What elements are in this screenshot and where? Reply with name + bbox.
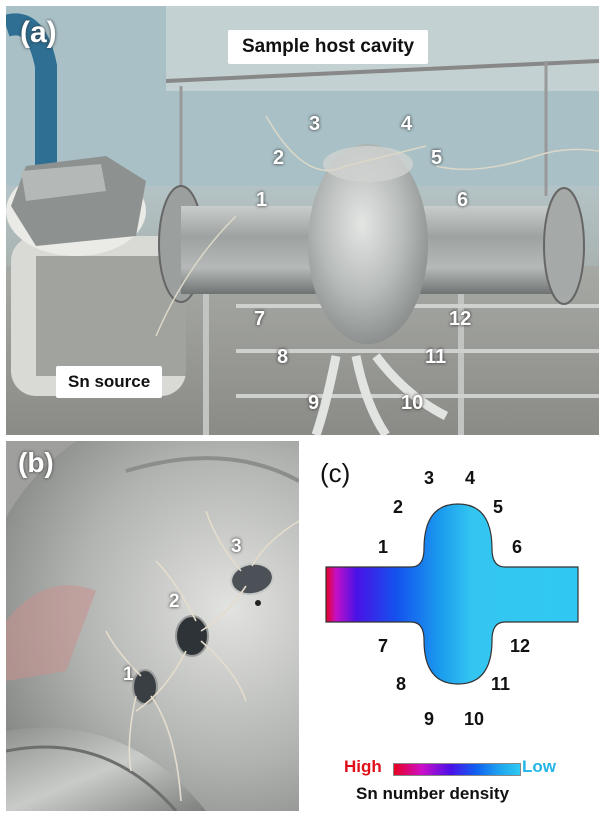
- sample-number-2: 2: [393, 497, 404, 517]
- sample-number-3: 3: [309, 113, 321, 135]
- cavity-title-label: Sample host cavity: [228, 30, 429, 64]
- cavity-setup-photo: [6, 6, 599, 435]
- sample-number-3: 3: [231, 536, 242, 557]
- sample-number-8: 8: [277, 346, 289, 368]
- sample-number-2: 2: [169, 591, 180, 612]
- sample-number-5: 5: [493, 497, 504, 517]
- sample-number-12: 12: [449, 308, 472, 330]
- sample-number-6: 6: [457, 189, 469, 211]
- panel-a-photo: (a) Sample host cavity Sn source 1 2 3 4…: [6, 6, 599, 435]
- panel-a-label: (a): [20, 16, 57, 49]
- sample-number-3: 3: [424, 468, 435, 488]
- sample-number-8: 8: [396, 674, 407, 694]
- sample-number-1: 1: [378, 537, 389, 557]
- sample-number-1: 1: [123, 664, 134, 685]
- sample-number-7: 7: [254, 308, 266, 330]
- panel-b-label: (b): [18, 447, 54, 478]
- sample-number-5: 5: [431, 147, 443, 169]
- sample-number-9: 9: [308, 392, 320, 414]
- density-colorbar: [393, 763, 521, 776]
- sample-number-10: 10: [401, 392, 424, 414]
- sample-number-1: 1: [256, 189, 268, 211]
- legend-low-label: Low: [522, 757, 556, 776]
- sample-number-10: 10: [464, 709, 485, 729]
- sample-number-11: 11: [491, 674, 511, 694]
- sample-number-4: 4: [401, 113, 413, 135]
- sample-number-11: 11: [425, 346, 447, 368]
- cavity-cross-section: [325, 503, 579, 685]
- sn-source-label: Sn source: [56, 366, 163, 398]
- panel-c-simulation: (c) 1 2 3 4 5 6 7 8 9 10 11 12 High Low …: [303, 441, 599, 817]
- panel-b-photo: (b) 3 2 1: [6, 441, 299, 811]
- sample-number-12: 12: [510, 636, 531, 656]
- sample-number-4: 4: [465, 468, 476, 488]
- sample-number-9: 9: [424, 709, 435, 729]
- cavity-closeup-photo: [6, 441, 299, 811]
- legend-title: Sn number density: [356, 784, 510, 803]
- sample-number-6: 6: [512, 537, 523, 557]
- sample-number-2: 2: [273, 147, 285, 169]
- panel-c-label: (c): [320, 458, 351, 488]
- sn-density-map: [325, 503, 579, 685]
- sample-number-7: 7: [378, 636, 389, 656]
- legend-high-label: High: [344, 757, 382, 776]
